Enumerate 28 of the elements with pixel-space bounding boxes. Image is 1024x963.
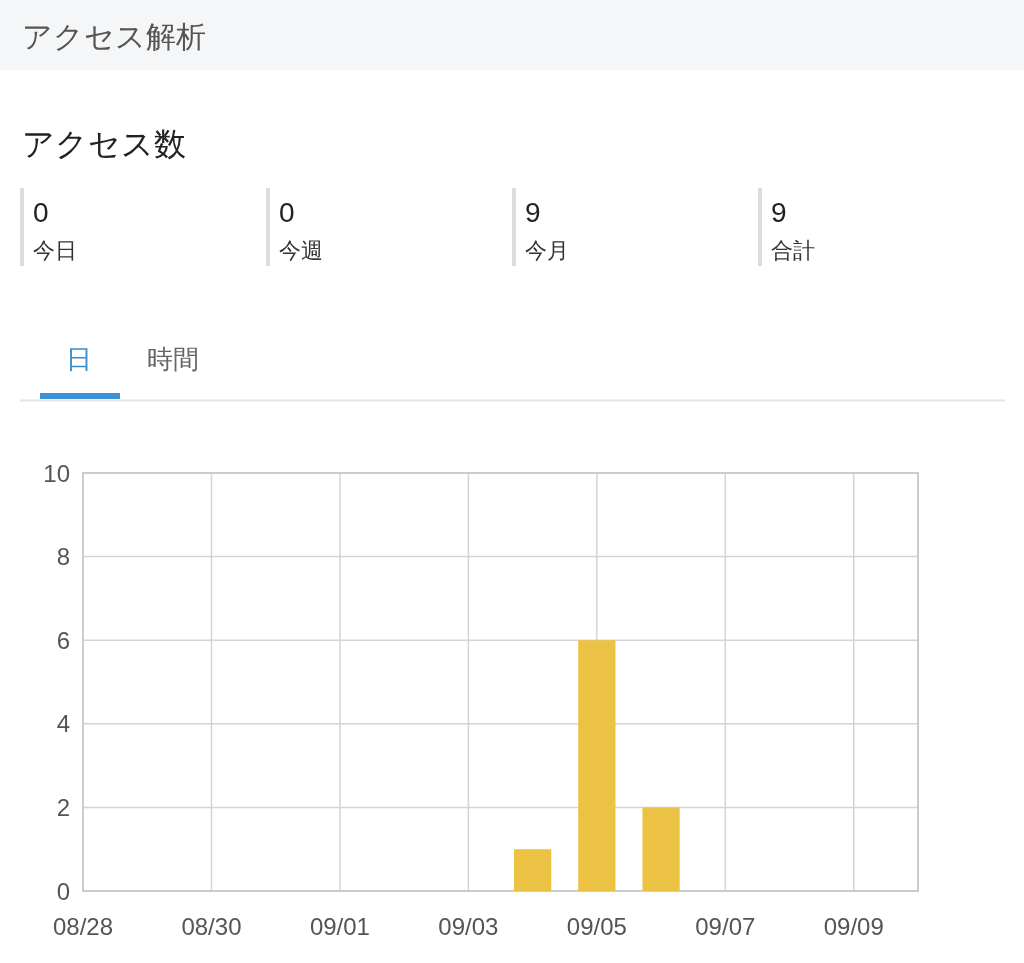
x-tick-label: 09/07 (695, 913, 756, 940)
y-tick-label: 2 (56, 793, 70, 821)
data-label: 0 (33, 197, 49, 228)
bar (578, 640, 616, 891)
data-label: 9 (771, 197, 787, 228)
category-label: 合計 (771, 238, 815, 263)
text: 日 (66, 344, 92, 374)
y-tick-label: 10 (43, 459, 70, 487)
x-tick-label: 09/05 (566, 913, 627, 940)
x-tick-label: 09/03 (438, 913, 499, 940)
x-tick-label: 08/28 (52, 913, 114, 940)
x-tick-label: 09/09 (823, 913, 884, 940)
category-label: 今日 (33, 238, 77, 263)
y-tick-label: 0 (56, 877, 70, 905)
text: アクセス解析 (22, 20, 206, 53)
bar (513, 849, 552, 891)
y-tick-label: 6 (56, 626, 70, 654)
y-tick-label: 4 (56, 710, 70, 738)
category-label: 今月 (525, 238, 569, 263)
text: 時間 (147, 344, 199, 374)
text: アクセス数 (22, 126, 186, 162)
y-tick-label: 8 (56, 543, 70, 571)
x-tick-label: 09/01 (309, 913, 370, 940)
category-label: 今週 (279, 238, 323, 263)
data-label: 0 (279, 197, 295, 228)
data-label: 9 (525, 197, 541, 228)
x-tick-label: 08/30 (181, 913, 242, 940)
bar (642, 807, 680, 891)
